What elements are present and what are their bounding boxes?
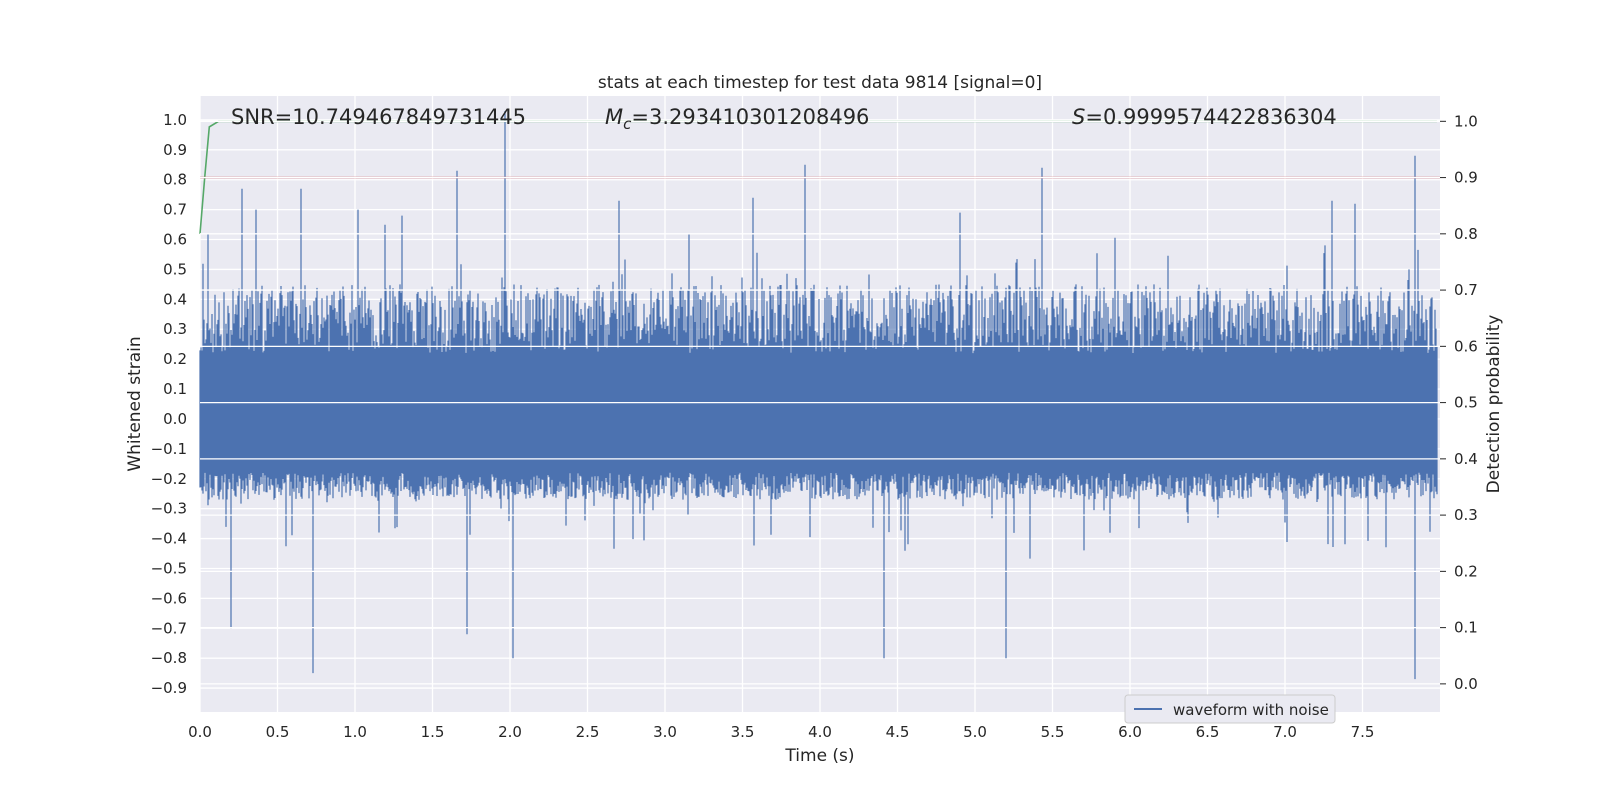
y2-axis-label: Detection probability [1484,315,1504,494]
x-tick-label: 5.5 [1041,723,1065,741]
x-tick-labels: 0.0 0.5 1.0 1.5 2.0 2.5 3.0 3.5 4.0 4.5 5.0 5.5 6.0 6… [188,723,1374,741]
y2-tick-label: 0.0 [1454,675,1478,693]
stat-symbol: S [1072,105,1085,129]
y-tick-label: 0.6 [163,231,187,249]
y-tick-label: −0.9 [151,679,187,697]
annotation-chirp-mass: Mc=3.293410301208496 [605,105,869,133]
x-tick-label: 3.0 [653,723,677,741]
x-tick-label: 6.0 [1118,723,1142,741]
y-tick-label: 0.3 [163,320,187,338]
y-tick-label: 1.0 [163,111,187,129]
y-tick-label: 0.1 [163,380,187,398]
y-tick-label: −0.1 [151,440,187,458]
y2-tick-label: 0.9 [1454,169,1478,187]
y2-tick-label: 0.2 [1454,562,1478,580]
y-axis-label: Whitened strain [125,336,145,471]
x-tick-label: 6.5 [1196,723,1220,741]
x-tick-label: 3.5 [731,723,755,741]
chirp-mass-value: =3.293410301208496 [631,105,869,129]
x-tick-label: 1.0 [343,723,367,741]
chirp-mass-symbol: M [605,105,623,129]
y2-tick-labels: 1.0 0.9 0.8 0.7 0.6 0.5 0.4 0.3 0.2 0.1 0.0 [1440,112,1478,693]
chart-title: stats at each timestep for test data 981… [598,73,1042,93]
x-tick-label: 0.5 [266,723,290,741]
x-tick-label: 4.5 [886,723,910,741]
x-tick-label: 1.5 [421,723,445,741]
x-tick-label: 4.0 [808,723,832,741]
y-tick-labels: 1.0 0.9 0.8 0.7 0.6 0.5 0.4 0.3 0.2 0.1 0.0 −0.1 −0.… [151,111,187,697]
stat-value: =0.9999574422836304 [1085,105,1336,129]
right-axis-gridlines [200,120,1440,685]
x-tick-label: 2.5 [576,723,600,741]
y-tick-label: −0.2 [151,470,187,488]
x-tick-label: 5.0 [963,723,987,741]
y2-tick-label: 0.5 [1454,394,1478,412]
x-axis-label: Time (s) [784,746,854,766]
y-tick-label: 0.8 [163,171,187,189]
x-tick-label: 2.0 [498,723,522,741]
legend-box [1124,694,1336,724]
y-tick-label: −0.6 [151,589,187,607]
y-tick-label: −0.4 [151,530,187,548]
legend: waveform with noise [1124,694,1336,724]
y-tick-label: 0.7 [163,201,187,219]
y2-tick-label: 0.6 [1454,337,1478,355]
x-tick-label: 7.0 [1273,723,1297,741]
y2-tick-label: 1.0 [1454,112,1478,130]
y-tick-label: −0.3 [151,500,187,518]
y-tick-label: −0.8 [151,649,187,667]
y-tick-label: 0.9 [163,141,187,159]
chirp-mass-subscript: c [623,115,632,133]
x-tick-label: 7.5 [1351,723,1375,741]
annotation-snr: SNR=10.749467849731445 [231,105,526,129]
x-tick-label: 0.0 [188,723,212,741]
y2-tick-label: 0.4 [1454,450,1478,468]
y-tick-label: 0.0 [163,410,187,428]
y2-tick-label: 0.3 [1454,506,1478,524]
y-tick-label: −0.5 [151,559,187,577]
y-tick-label: 0.2 [163,350,187,368]
y2-tick-label: 0.7 [1454,281,1478,299]
y-tick-label: 0.4 [163,290,187,308]
y-tick-label: −0.7 [151,619,187,637]
y-tick-label: 0.5 [163,260,187,278]
y2-tick-label: 0.8 [1454,225,1478,243]
y2-tick-label: 0.1 [1454,619,1478,637]
annotation-detection-stat: S=0.9999574422836304 [1072,105,1337,129]
legend-label: waveform with noise [1173,701,1329,719]
